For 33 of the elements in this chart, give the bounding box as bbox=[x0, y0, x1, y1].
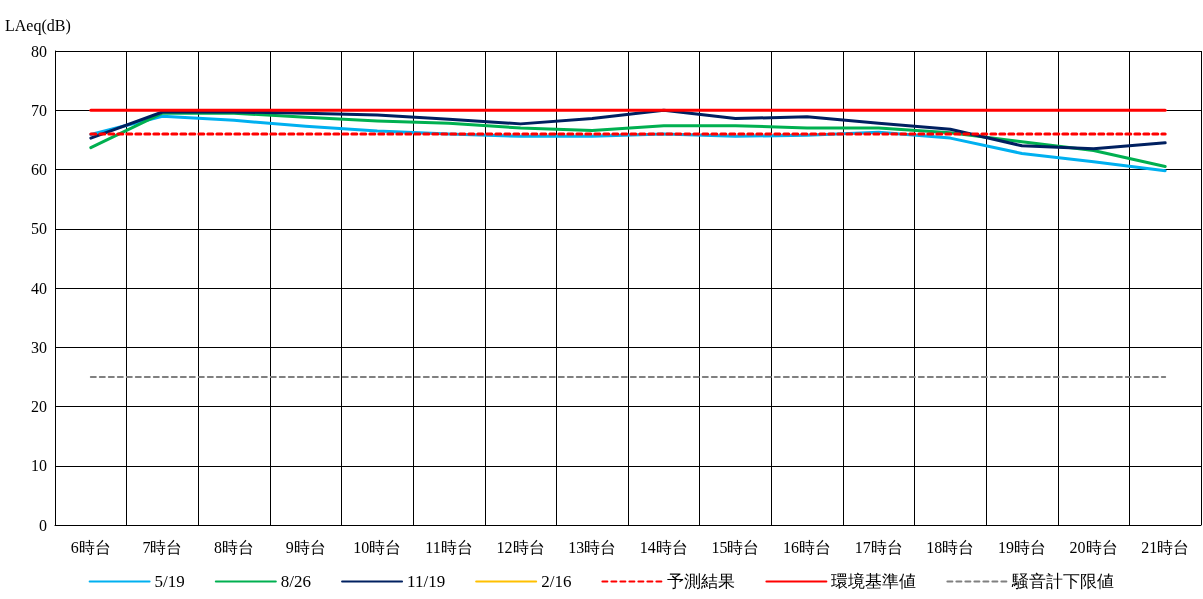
y-tick-label: 40 bbox=[31, 279, 47, 297]
x-tick-label: 13時台 bbox=[568, 538, 617, 556]
y-axis-title: LAeq(dB) bbox=[5, 16, 71, 35]
x-tick-label: 8時台 bbox=[214, 538, 255, 556]
y-tick-label: 60 bbox=[31, 161, 47, 178]
legend-label: 8/26 bbox=[280, 572, 312, 591]
y-tick-label: 0 bbox=[39, 516, 47, 534]
y-tick-label: 30 bbox=[31, 338, 47, 356]
x-tick-label: 18時台 bbox=[926, 538, 975, 556]
x-tick-label: 14時台 bbox=[639, 538, 688, 556]
legend-label: 5/19 bbox=[154, 572, 185, 591]
y-tick-label: 50 bbox=[31, 220, 47, 238]
x-tick-label: 7時台 bbox=[142, 538, 183, 556]
x-tick-label: 10時台 bbox=[353, 538, 402, 556]
x-tick-label: 6時台 bbox=[70, 538, 111, 556]
legend-label: 騒音計下限値 bbox=[1011, 572, 1115, 591]
x-tick-label: 11時台 bbox=[425, 538, 473, 556]
x-tick-label: 16時台 bbox=[783, 538, 832, 556]
x-tick-label: 20時台 bbox=[1069, 538, 1118, 556]
legend-label: 環境基準値 bbox=[831, 572, 917, 591]
y-tick-label: 70 bbox=[31, 101, 47, 119]
x-tick-label: 19時台 bbox=[997, 538, 1046, 556]
legend-label: 2/16 bbox=[541, 572, 572, 591]
y-tick-label: 80 bbox=[31, 42, 47, 60]
x-tick-label: 17時台 bbox=[854, 538, 903, 556]
x-tick-label: 9時台 bbox=[285, 538, 326, 556]
x-tick-label: 21時台 bbox=[1141, 538, 1190, 556]
x-tick-label: 15時台 bbox=[711, 538, 760, 556]
y-tick-label: 20 bbox=[31, 398, 47, 415]
legend-label: 予測結果 bbox=[667, 572, 736, 591]
x-tick-label: 12時台 bbox=[496, 538, 545, 556]
y-tick-label: 10 bbox=[31, 457, 47, 475]
legend-label: 11/19 bbox=[407, 572, 446, 591]
